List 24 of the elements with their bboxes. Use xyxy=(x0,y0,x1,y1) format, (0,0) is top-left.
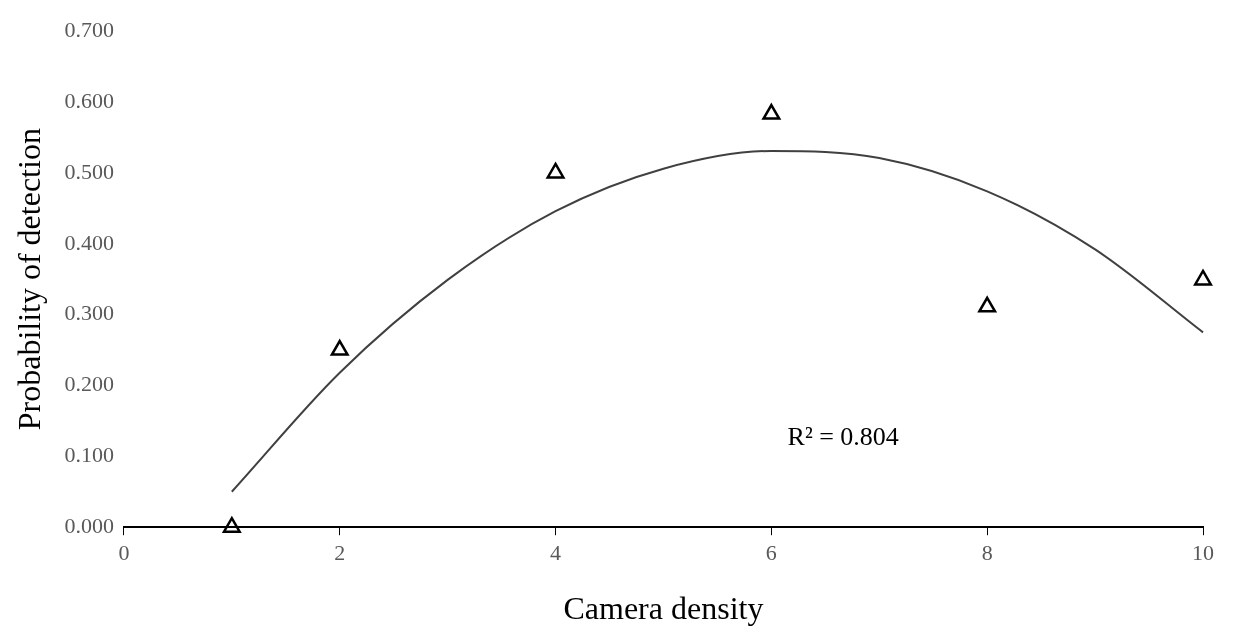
y-tick-label: 0.300 xyxy=(64,300,114,326)
point xyxy=(978,296,997,313)
y-tick-label: 0.500 xyxy=(64,158,114,184)
x-tick-label: 8 xyxy=(981,540,993,566)
point xyxy=(546,162,565,179)
line-series xyxy=(230,149,1204,493)
point xyxy=(1193,269,1213,286)
point xyxy=(762,103,781,120)
point xyxy=(330,339,349,356)
y-tick-label: 0.200 xyxy=(64,371,114,397)
y-tick-label: 0.600 xyxy=(64,87,114,113)
x-tick-label: 2 xyxy=(334,540,346,566)
x-tick-label: 0 xyxy=(118,540,130,566)
x-tick-label: 6 xyxy=(765,540,777,566)
x-axis-title: Camera density xyxy=(563,590,764,627)
x-tick-label: 10 xyxy=(1192,540,1214,566)
x-tick-label: 4 xyxy=(550,540,562,566)
y-tick-label: 0.000 xyxy=(64,512,114,538)
y-tick-label: 0.700 xyxy=(64,16,114,42)
y-tick-label: 0.100 xyxy=(64,442,114,468)
y-axis-title: Probability of detection xyxy=(10,128,47,431)
point xyxy=(222,516,241,533)
y-tick-label: 0.400 xyxy=(64,229,114,255)
annotation: R² = 0.804 xyxy=(787,421,899,451)
